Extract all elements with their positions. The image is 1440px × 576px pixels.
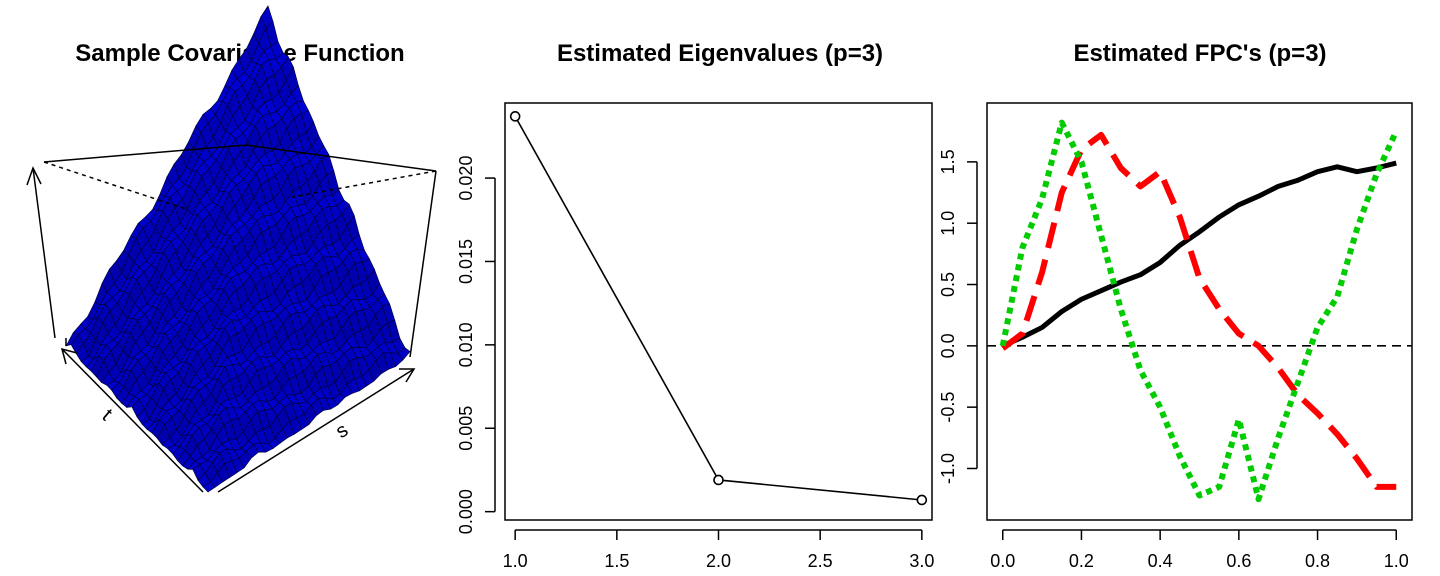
y-tick-label: 0.005: [456, 406, 476, 451]
t-axis-arrowhead: [60, 347, 78, 365]
x-tick-label: 1.0: [503, 551, 528, 571]
x-tick-label: 3.0: [909, 551, 934, 571]
surface-t-axis-label: t: [98, 405, 117, 426]
y-tick-label: 1.0: [938, 211, 958, 236]
eigenvalue-point: [713, 474, 724, 486]
eigenvalues-plot-frame: [504, 102, 933, 521]
eigenvalues-series: [509, 111, 928, 506]
box-top-edge: [245, 144, 437, 172]
eigenvalues-panel: Estimated Eigenvalues (p=3) 1.0 1.5 2.0 2.5…: [456, 40, 934, 571]
s-axis-arrow: [217, 368, 415, 493]
covariance-surface-panel: Sample Covariance Function t s: [26, 5, 437, 493]
fpc-axes: 0.0 0.2 0.4 0.6 0.8 1.0 -1.0 -0.5 0.0 0.5 1.0 1.5: [938, 149, 1409, 571]
y-tick-label: 0.0: [938, 333, 958, 358]
y-tick-label: 0.5: [938, 272, 958, 297]
s-axis-arrowhead: [399, 368, 416, 383]
fpc-plot-frame: [986, 102, 1413, 521]
surface-s-axis-label: s: [332, 419, 352, 443]
z-axis-arrowhead: [26, 166, 42, 186]
x-tick-label: 1.5: [604, 551, 629, 571]
eigenvalue-point: [509, 111, 521, 122]
eigenvalue-line: [514, 115, 922, 501]
x-tick-label: 0.6: [1226, 551, 1251, 571]
fpc-1-line: [1001, 160, 1397, 349]
x-tick-label: 0.8: [1305, 551, 1330, 571]
y-tick-label: -1.0: [938, 453, 958, 484]
x-tick-label: 2.0: [706, 551, 731, 571]
y-tick-label: -0.5: [938, 392, 958, 423]
t-axis-arrow: [61, 348, 204, 493]
box-hidden-edge: [291, 170, 437, 198]
y-tick-label: 0.010: [456, 322, 476, 367]
surface-facet: [202, 481, 216, 493]
x-tick-label: 0.4: [1148, 551, 1173, 571]
y-tick-label: 0.000: [456, 489, 476, 534]
x-tick-label: 2.5: [808, 551, 833, 571]
x-tick-label: 0.2: [1069, 551, 1094, 571]
fpc-2-line: [1000, 131, 1397, 490]
box-top-edge: [43, 144, 247, 163]
fpc-panel: Estimated FPC's (p=3) 0.0 0.2 0.4 0.6 0.8 1.0…: [938, 40, 1413, 571]
surface-bounding-box: [26, 144, 437, 493]
x-tick-label: 1.0: [1384, 551, 1409, 571]
panel2-title: Estimated Eigenvalues (p=3): [557, 40, 883, 67]
eigenvalue-point: [916, 494, 928, 506]
covariance-surface: [65, 5, 411, 493]
box-hidden-edge: [43, 161, 187, 210]
x-tick-label: 0.0: [990, 551, 1015, 571]
fpc-3-line: [999, 119, 1399, 503]
fpc-series: [987, 119, 1412, 503]
eigenvalues-axes: 1.0 1.5 2.0 2.5 3.0 0.000 0.005 0.010 0.015 0.020: [456, 156, 934, 571]
z-axis-arrow: [32, 167, 56, 339]
y-tick-label: 1.5: [938, 149, 958, 174]
box-vertical-edge: [409, 170, 437, 358]
panel3-title: Estimated FPC's (p=3): [1073, 40, 1326, 67]
y-tick-label: 0.020: [456, 156, 476, 201]
y-tick-label: 0.015: [456, 239, 476, 284]
